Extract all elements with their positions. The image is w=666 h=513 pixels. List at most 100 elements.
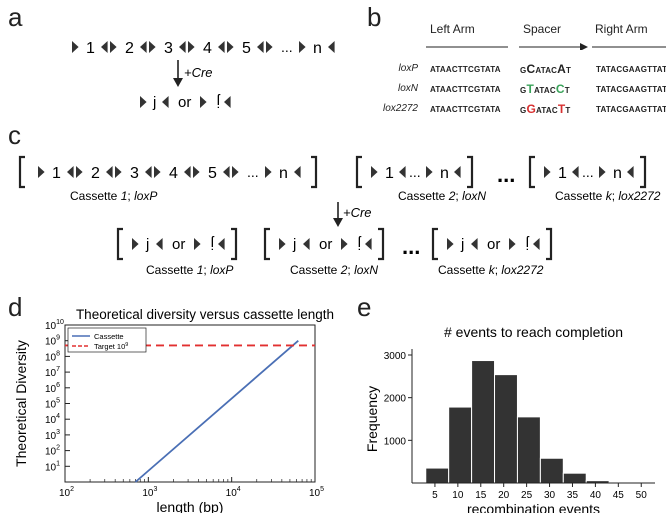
lox-right-icon [194,238,201,250]
result-caption: Cassette 2; loxN [290,263,378,277]
bracket-open [528,155,535,189]
element-label: 3 [130,165,139,182]
site-name: loxP [398,63,418,74]
legend-label: Target 109 [94,342,128,351]
svg-text:j: j [358,235,362,252]
lox-right-icon [140,96,147,108]
y-tick-label: 108 [45,350,60,363]
lox-left-icon [218,41,225,53]
spacer-header: Spacer [523,22,562,36]
y-axis-label: Frequency [364,386,380,452]
y-tick-label: 103 [45,429,60,442]
bracket-open [116,227,123,261]
lox-left-icon [572,166,579,178]
arrow-down-icon [333,218,343,227]
lox-left-icon [627,166,634,178]
arm-lines [426,43,666,50]
cassette-caption: Cassette 2; loxN [398,189,486,203]
histogram-bar [448,406,473,484]
lox-left-icon [224,96,231,108]
y-tick-label: 105 [45,398,60,411]
lox-right-icon [154,166,161,178]
svg-text:j: j [460,236,464,253]
y-tick-label: 107 [45,366,60,379]
histogram-bar [562,472,587,484]
panel-label-e: e [357,292,372,322]
lox-left-icon [184,166,191,178]
lox-right-icon [149,41,156,53]
more-cassettes-ellipsis: ... [497,162,515,187]
lox-right-icon [299,41,306,53]
svg-text:or: or [172,236,185,253]
result-caption: Cassette 1; loxP [146,263,233,277]
svg-text:j: j [211,235,215,252]
lox-left-icon [179,41,186,53]
x-tick-label: 104 [226,486,241,499]
x-tick-label: 50 [636,490,648,501]
x-tick-label: 105 [309,486,324,499]
bracket-close [311,155,318,189]
element-label: 4 [169,165,178,182]
spacer-seq: GCATACAT [520,62,572,76]
lox-left-icon [294,166,301,178]
x-axis-label: recombination events [467,501,600,513]
element-label: n [279,165,288,182]
svg-text:or: or [487,236,500,253]
lox-left-icon [145,166,152,178]
element-label: 2 [125,40,134,57]
element-label: 5 [242,40,251,57]
lox-left-icon [257,41,264,53]
chart-title: # events to reach completion [444,324,623,340]
lox-right-icon [426,166,433,178]
lox-left-icon [140,41,147,53]
lox-left-icon [454,166,461,178]
element-label: n [313,40,322,57]
svg-text:j: j [292,236,296,253]
lox-left-icon [162,96,169,108]
result-caption: Cassette k; lox2272 [438,263,544,277]
lox-left-icon [106,166,113,178]
y-tick-label: 1000 [384,436,407,447]
bracket-close [546,227,553,261]
bracket-open [431,227,438,261]
x-tick-label: 5 [432,490,438,501]
lox-left-icon [399,166,406,178]
series-line [134,340,299,483]
histogram-bar [425,467,450,484]
lox-right-icon [341,238,348,250]
element-label: 4 [203,40,212,57]
bracket-open [263,227,270,261]
bracket-open [355,155,362,189]
lox-left-icon [533,238,540,250]
site-name: loxN [397,83,418,94]
lox-right-icon [265,166,272,178]
lox-right-icon [193,166,200,178]
x-axis-label: length (bp) [157,499,224,513]
panel-label-a: a [8,2,23,32]
histogram-bar [516,416,541,484]
x-tick-label: 103 [142,486,157,499]
more-cassettes-ellipsis: ... [402,234,420,259]
panel-label-d: d [8,292,23,322]
element-label: 2 [91,165,100,182]
lox-right-icon [447,238,454,250]
x-tick-label: 102 [59,486,74,499]
panel-c-diagram: 1 2 3 4 5... n 1... n... 1... n Cassette 1; loxP Ca… [18,155,661,277]
lox-left-icon [156,238,163,250]
panel-label-c: c [8,120,21,150]
x-tick-label: 35 [567,490,579,501]
y-tick-label: 101 [45,460,60,473]
svg-text:or: or [319,236,332,253]
cassette-caption: Cassette 1; loxP [70,189,157,203]
svg-text:...: ... [582,164,594,180]
lox-right-icon [544,166,551,178]
lox-left-icon [223,166,230,178]
histogram-bar [471,360,496,484]
svg-text:n: n [440,165,449,182]
y-tick-label: 3000 [384,351,407,362]
bracket-close [640,155,647,189]
lox-right-icon [72,41,79,53]
left-arm-seq: ATAACTTCGTATA [430,85,501,94]
bracket-close [467,155,474,189]
svg-text:1: 1 [558,165,567,182]
